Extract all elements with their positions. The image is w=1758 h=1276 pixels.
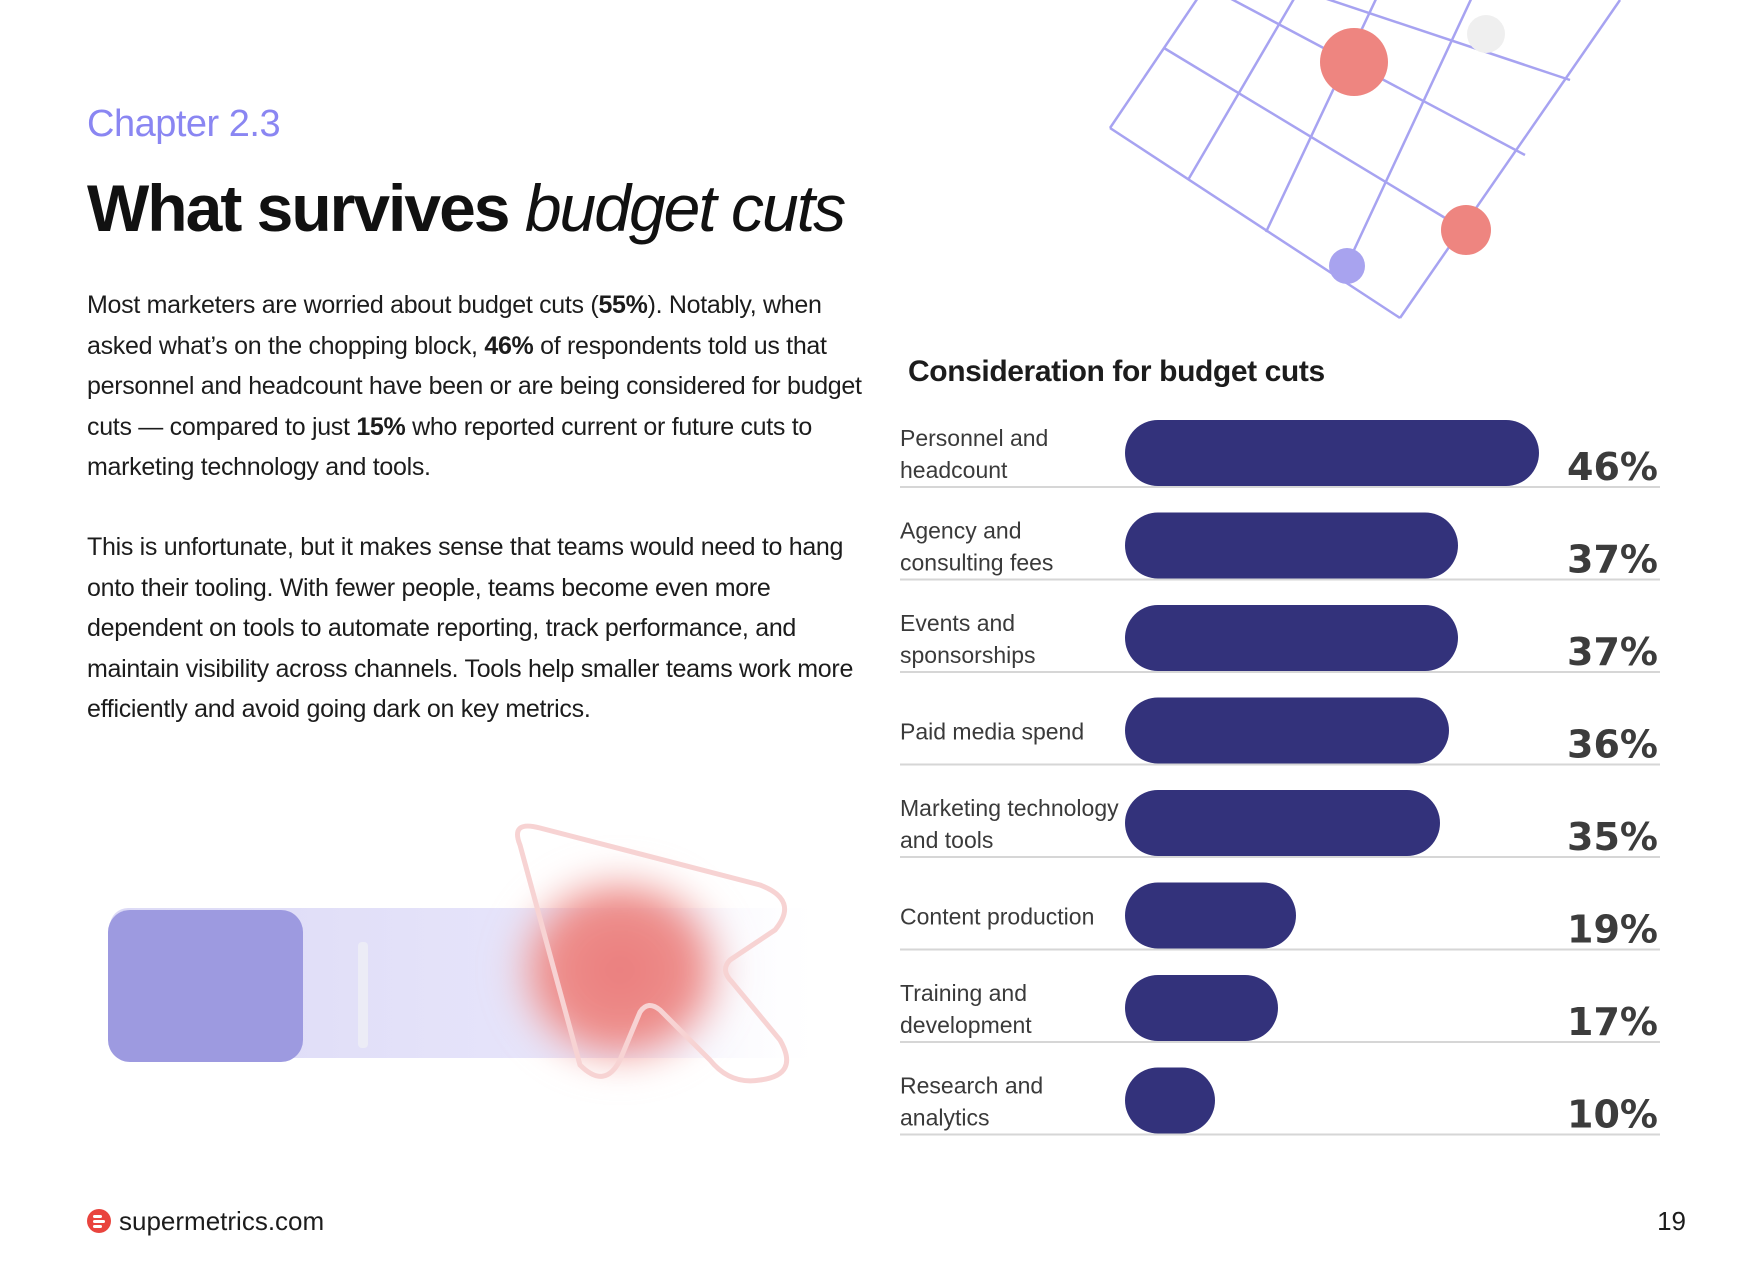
value-label: 37%: [1567, 538, 1658, 582]
para-highlight: 15%: [356, 412, 406, 441]
category-label: Training and development: [900, 980, 1032, 1038]
bar: [1125, 512, 1458, 579]
category-label: Marketing technology and tools: [900, 795, 1119, 853]
bar: [1125, 420, 1539, 486]
bar-chart: Personnel and headcount 46% Agency and consu…: [900, 420, 1660, 1137]
coral-dot-small: [1441, 205, 1491, 255]
value-label: 10%: [1567, 1093, 1658, 1137]
cursor-arrow-outline: [515, 823, 790, 1084]
chapter-label: Chapter 2.3: [87, 103, 281, 145]
para-text: Most marketers are worried about budget …: [87, 291, 599, 319]
second-paragraph: This is unfortunate, but it makes sense …: [87, 533, 854, 723]
para-highlight: 55%: [598, 291, 648, 319]
coral-dot-large: [1320, 28, 1388, 96]
category-label: Events and sponsorships: [900, 610, 1036, 668]
white-dot: [1467, 15, 1505, 53]
supermetrics-logo-icon: [87, 1209, 111, 1233]
lavender-dot: [1329, 248, 1365, 284]
chart-title: Consideration for budget cuts: [908, 355, 1325, 388]
footer-site-link[interactable]: supermetrics.com: [119, 1206, 325, 1236]
category-label: Content production: [900, 904, 1094, 930]
para-text: ). Notably, when asked what’s on the cho…: [87, 291, 822, 360]
title-italic: budget cuts: [524, 171, 846, 245]
bar: [1125, 790, 1440, 856]
title-main: What survives: [87, 171, 525, 245]
grid-illustration: [1108, 0, 1622, 320]
value-label: 19%: [1567, 908, 1658, 952]
value-label: 36%: [1567, 723, 1658, 767]
value-label: 46%: [1567, 445, 1658, 489]
bar: [1125, 882, 1296, 949]
slider-handle: [108, 910, 303, 1062]
para-text: of respondents told us that personnel an…: [87, 331, 862, 441]
category-label: Agency and consulting fees: [900, 518, 1053, 576]
bar: [1125, 975, 1278, 1041]
page-title: What survives budget cuts: [87, 170, 846, 246]
intro-paragraph: Most marketers are worried about budget …: [87, 285, 877, 488]
value-label: 35%: [1567, 815, 1658, 859]
category-label: Personnel and headcount: [900, 425, 1048, 483]
value-label: 37%: [1567, 630, 1658, 674]
category-label: Paid media spend: [900, 719, 1084, 745]
para-text: who reported current or future cuts to m…: [87, 412, 813, 482]
bar: [1125, 697, 1449, 764]
para-highlight: 46%: [484, 331, 534, 360]
bar: [1125, 605, 1458, 671]
category-label: Research and analytics: [900, 1073, 1043, 1131]
bar: [1125, 1067, 1215, 1134]
page-number: 19: [1657, 1206, 1686, 1236]
cursor-illustration: [108, 823, 830, 1084]
value-label: 17%: [1567, 1000, 1658, 1044]
